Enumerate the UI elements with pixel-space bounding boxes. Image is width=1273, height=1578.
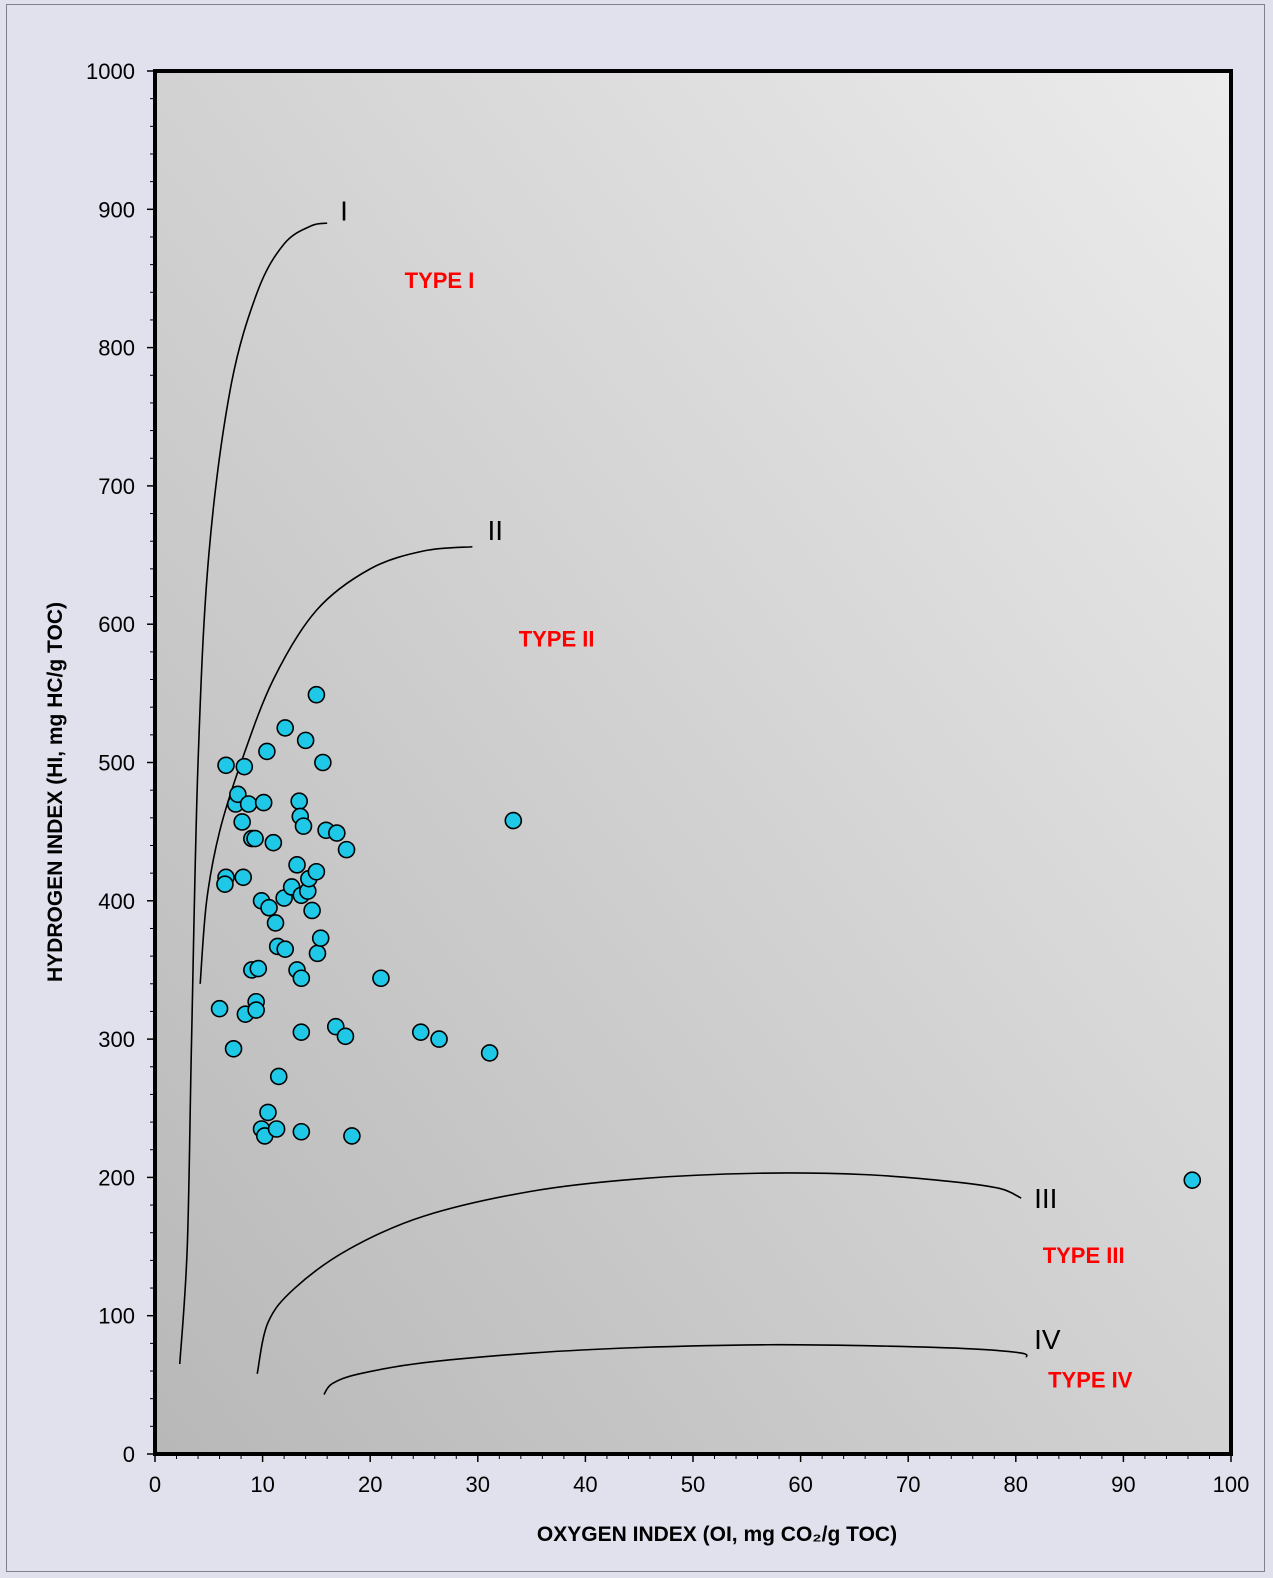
data-point xyxy=(239,795,258,813)
x-tick-label: 100 xyxy=(1213,1472,1250,1497)
x-tick-label: 40 xyxy=(573,1472,597,1497)
data-point xyxy=(254,793,273,812)
data-point xyxy=(224,1039,243,1058)
x-tick-label: 20 xyxy=(358,1472,382,1497)
data-point xyxy=(343,1127,361,1145)
data-point xyxy=(328,824,346,842)
curve-label: IV xyxy=(1034,1324,1061,1355)
x-tick-label: 90 xyxy=(1111,1472,1135,1497)
data-point xyxy=(307,862,326,881)
x-tick-label: 10 xyxy=(250,1472,274,1497)
x-tick-label: 60 xyxy=(788,1472,812,1497)
y-tick-label: 700 xyxy=(98,474,135,499)
data-point xyxy=(1183,1171,1202,1189)
data-point xyxy=(296,731,315,750)
data-point xyxy=(266,914,285,932)
data-point xyxy=(247,1001,265,1019)
data-point xyxy=(260,898,278,917)
data-point xyxy=(217,756,235,775)
data-point xyxy=(249,959,268,978)
x-tick-label: 0 xyxy=(149,1472,161,1497)
data-point xyxy=(314,753,332,772)
data-point xyxy=(258,742,276,761)
data-point xyxy=(308,944,327,963)
data-point xyxy=(288,856,306,874)
region-label: TYPE I xyxy=(405,268,475,293)
data-point xyxy=(276,719,294,737)
data-point xyxy=(290,792,308,811)
y-tick-label: 300 xyxy=(98,1027,135,1052)
x-tick-label: 70 xyxy=(896,1472,920,1497)
y-tick-label: 1000 xyxy=(86,59,135,84)
data-point xyxy=(259,1103,277,1122)
plot-area xyxy=(155,71,1231,1454)
data-point xyxy=(480,1044,499,1062)
region-label: TYPE IV xyxy=(1048,1368,1133,1393)
data-point xyxy=(430,1030,448,1048)
data-point xyxy=(336,1027,355,1046)
y-tick-label: 800 xyxy=(98,336,135,361)
y-tick-label: 900 xyxy=(98,197,135,222)
data-points xyxy=(210,685,1202,1189)
data-point xyxy=(372,969,390,988)
x-tick-label: 30 xyxy=(466,1472,490,1497)
data-point xyxy=(292,969,311,988)
y-tick-label: 500 xyxy=(98,751,135,776)
curve-label: III xyxy=(1034,1183,1057,1214)
x-tick-label: 80 xyxy=(1004,1472,1028,1497)
data-point xyxy=(235,757,254,776)
data-point xyxy=(267,1120,286,1138)
data-point xyxy=(276,940,294,959)
kerogen-curve-iv xyxy=(323,1343,1028,1396)
data-point xyxy=(269,1067,288,1086)
kerogen-curve-ii xyxy=(199,545,473,984)
data-point xyxy=(311,929,330,947)
data-point xyxy=(411,1023,430,1041)
data-point xyxy=(307,685,326,704)
y-tick-label: 200 xyxy=(98,1165,135,1190)
data-point xyxy=(234,868,253,887)
reference-curves xyxy=(178,222,1028,1396)
data-point xyxy=(504,811,523,830)
data-point xyxy=(337,840,356,859)
data-point xyxy=(303,901,321,920)
data-point xyxy=(292,1122,311,1141)
data-point xyxy=(294,817,313,835)
curve-label: I xyxy=(340,195,348,226)
y-tick-label: 0 xyxy=(123,1442,135,1467)
data-point xyxy=(210,999,229,1018)
y-tick-label: 100 xyxy=(98,1304,135,1329)
data-point xyxy=(264,833,283,852)
y-tick-label: 400 xyxy=(98,889,135,914)
y-tick-label: 600 xyxy=(98,612,135,637)
y-axis-title: HYDROGEN INDEX (HI, mg HC/g TOC) xyxy=(44,602,67,982)
axis-ticks: 0 10 20 30 40 50 60 70 80 90 100010020030040050060… xyxy=(86,59,1249,1497)
kerogen-curve-iii xyxy=(256,1172,1022,1374)
curve-label: II xyxy=(487,515,503,546)
data-point xyxy=(216,875,234,894)
data-point xyxy=(292,1023,311,1041)
x-tick-label: 50 xyxy=(681,1472,705,1497)
data-point xyxy=(233,813,251,831)
data-point xyxy=(246,829,264,848)
region-label: TYPE II xyxy=(519,626,595,651)
region-label: TYPE III xyxy=(1043,1243,1125,1268)
kerogen-curve-i xyxy=(178,222,328,1365)
data-point xyxy=(229,785,247,804)
x-axis-title: OXYGEN INDEX (OI, mg CO₂/g TOC) xyxy=(537,1523,897,1546)
